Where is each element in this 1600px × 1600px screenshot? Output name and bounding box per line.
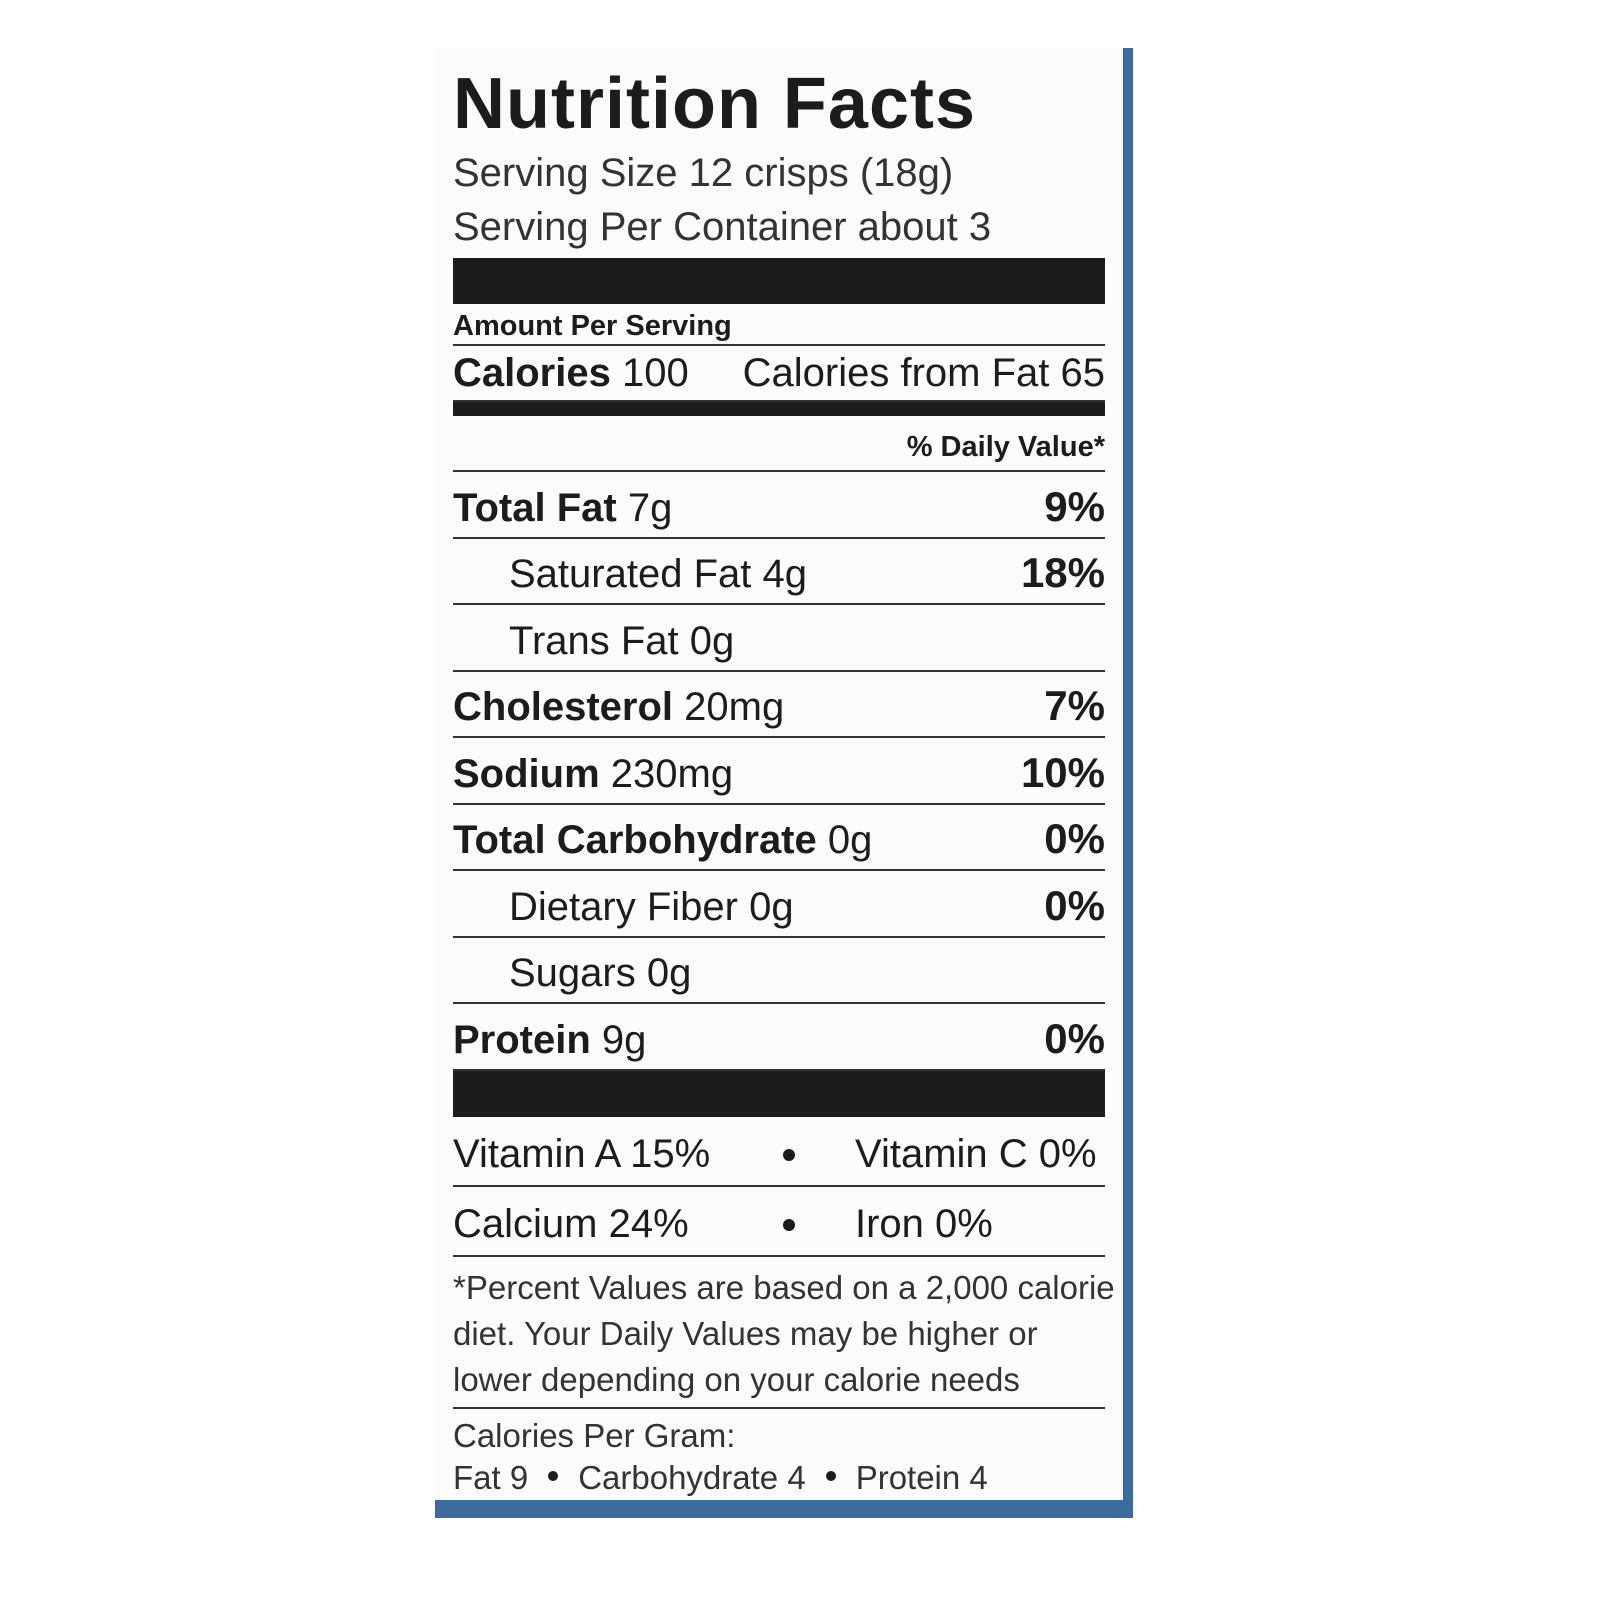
- nutrient: Dietary Fiber 0g: [509, 885, 794, 930]
- nutrient-name: Cholesterol: [453, 685, 674, 729]
- vitamin: Iron 0%: [855, 1201, 993, 1246]
- nutrient: Sodium 230mg: [453, 752, 733, 797]
- label-panel: Nutrition Facts Serving Size 12 crisps (…: [435, 48, 1133, 1518]
- nutrient-name: Trans Fat: [509, 618, 679, 663]
- nutrient: Protein 9g: [453, 1018, 646, 1063]
- nutrient-name: Protein: [453, 1017, 591, 1062]
- nutrient-amount: 7g: [627, 485, 673, 530]
- calories-label: Calories: [453, 351, 611, 395]
- vitamin-row: Calcium 24% Iron 0%: [453, 1187, 1105, 1257]
- nutrient-amount: 9g: [601, 1017, 647, 1062]
- nutrient-amount: 0g: [827, 818, 873, 862]
- nutrient-amount: 4g: [762, 552, 808, 596]
- bullet: [548, 1470, 559, 1481]
- bullet: [783, 1218, 795, 1231]
- daily-value: 9%: [1044, 482, 1105, 530]
- nutrient-name: Dietary Fiber: [509, 884, 738, 929]
- nutrient: Saturated Fat 4g: [509, 552, 807, 597]
- nutrient-amount: 0g: [749, 884, 794, 929]
- amount-per-serving: Amount Per Serving: [453, 304, 1105, 346]
- nutrient-amount: 20mg: [684, 685, 785, 729]
- cpg-label: Calories Per Gram:: [453, 1416, 736, 1454]
- title: Nutrition Facts: [453, 64, 977, 144]
- nutrient: Total Fat 7g: [453, 486, 672, 531]
- nutrient-row: Sodium 230mg 10%: [453, 738, 1105, 805]
- nutrient-amount: 0g: [646, 951, 692, 995]
- daily-value: 7%: [1044, 682, 1105, 729]
- daily-value: 0%: [1044, 881, 1105, 929]
- nutrient-row: Total Fat 7g 9%: [453, 472, 1105, 539]
- calories-per-gram: Calories Per Gram: Fat 9 Carbohydrate 4 Pr…: [453, 1409, 1105, 1499]
- vitamin: Calcium 24%: [453, 1201, 689, 1246]
- daily-value: 0%: [1044, 1014, 1105, 1062]
- cpg-item: Fat 9: [453, 1458, 529, 1496]
- nutrient-amount: 230mg: [610, 751, 734, 796]
- nutrient: Trans Fat 0g: [509, 619, 734, 664]
- nutrient-name: Total Fat: [453, 485, 617, 530]
- nutrient: Cholesterol 20mg: [453, 685, 784, 730]
- footnote-line: lower depending on your calorie needs: [453, 1360, 1020, 1398]
- sub-nutrient-row: Saturated Fat 4g 18%: [453, 539, 1105, 605]
- calories-from-fat: Calories from Fat 65: [742, 351, 1105, 395]
- footnote-line: diet. Your Daily Values may be higher or: [453, 1314, 1038, 1352]
- vitamin-row: Vitamin A 15% Vitamin C 0%: [453, 1117, 1105, 1187]
- cpg-item: Carbohydrate 4: [578, 1458, 806, 1496]
- vitamin: Vitamin A 15%: [453, 1131, 711, 1176]
- footnote-line: *Percent Values are based on a 2,000 cal…: [453, 1268, 1115, 1306]
- bullet: [783, 1148, 795, 1161]
- daily-value: 0%: [1044, 815, 1105, 862]
- sub-nutrient-row: Dietary Fiber 0g 0%: [453, 871, 1105, 938]
- nutrient-list: Total Fat 7g 9% Saturated Fat 4g 18% Trans F…: [453, 472, 1105, 1071]
- servings-per-container: Serving Per Container about 3: [453, 205, 992, 249]
- divider-bar: [453, 1070, 1105, 1117]
- nutrient-row: Cholesterol 20mg 7%: [453, 672, 1105, 738]
- nutrient: Sugars 0g: [509, 951, 691, 996]
- calories-row: Calories 100 Calories from Fat 65: [453, 346, 1105, 402]
- nutrient: Total Carbohydrate 0g: [453, 818, 872, 863]
- nutrient-amount: 0g: [689, 618, 735, 663]
- cpg-item: Protein 4: [855, 1458, 988, 1496]
- nutrient-name: Sugars: [509, 951, 636, 995]
- nutrition-label: Nutrition Facts Serving Size 12 crisps (…: [435, 48, 1123, 1500]
- serving-size: Serving Size 12 crisps (18g): [453, 151, 954, 195]
- vitamin: Vitamin C 0%: [855, 1131, 1097, 1176]
- nutrient-name: Saturated Fat: [509, 552, 752, 596]
- daily-value: 18%: [1020, 549, 1105, 596]
- divider-bar: [453, 402, 1105, 416]
- sub-nutrient-row: Trans Fat 0g: [453, 605, 1105, 672]
- daily-value-header: % Daily Value*: [453, 416, 1105, 472]
- footnote: *Percent Values are based on a 2,000 cal…: [453, 1257, 1115, 1409]
- nutrient-name: Sodium: [453, 751, 600, 796]
- nutrient-row: Total Carbohydrate 0g 0%: [453, 805, 1105, 871]
- vitamin-list: Vitamin A 15% Vitamin C 0% Calcium 24% Iron…: [453, 1117, 1105, 1257]
- nutrient-name: Total Carbohydrate: [453, 818, 817, 862]
- sub-nutrient-row: Sugars 0g: [453, 938, 1105, 1004]
- nutrient-row: Protein 9g 0%: [453, 1004, 1105, 1071]
- calories-value: 100: [621, 351, 689, 395]
- bullet: [825, 1470, 836, 1481]
- divider-bar: [453, 258, 1105, 304]
- dv-header: % Daily Value*: [906, 431, 1105, 463]
- daily-value: 10%: [1020, 748, 1105, 796]
- cpg-items: Fat 9 Carbohydrate 4 Protein 4: [453, 1457, 1105, 1499]
